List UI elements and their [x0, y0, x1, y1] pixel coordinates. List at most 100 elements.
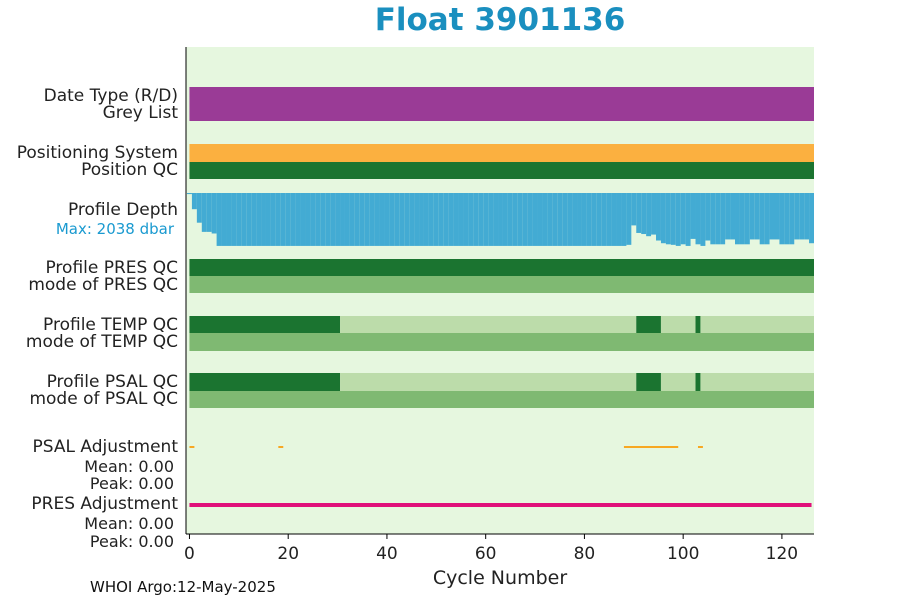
heatmap-cell — [189, 87, 814, 104]
depth-bar — [606, 193, 612, 246]
depth-bar — [488, 193, 494, 246]
depth-bar — [206, 193, 212, 232]
depth-bar — [646, 193, 652, 237]
heatmap-cell — [700, 316, 814, 333]
depth-bar — [700, 193, 706, 246]
depth-bar — [270, 193, 276, 246]
depth-bar — [567, 193, 573, 246]
label-date-type: Date Type (R/D) — [43, 86, 178, 106]
depth-bar — [656, 193, 661, 241]
depth-bar — [285, 193, 291, 246]
depth-bar — [453, 193, 459, 246]
depth-bar — [804, 193, 810, 240]
depth-bar — [201, 193, 207, 232]
depth-bar — [443, 193, 449, 246]
label-grey-list: Grey List — [102, 103, 178, 123]
heatmap-cell — [189, 373, 341, 391]
heatmap-cell — [189, 316, 341, 333]
depth-bar — [414, 193, 420, 246]
depth-bar — [517, 193, 523, 246]
label-mode-psal-qc: mode of PSAL QC — [29, 389, 178, 409]
depth-bar — [354, 193, 360, 246]
depth-bar — [325, 193, 331, 246]
depth-bar — [473, 193, 479, 246]
depth-bar — [547, 193, 553, 246]
depth-bar — [340, 193, 345, 246]
heatmap-cell — [189, 104, 814, 121]
depth-bar — [310, 193, 316, 246]
x-tick-label: 20 — [277, 544, 299, 564]
depth-bar — [680, 193, 686, 245]
depth-bar — [730, 193, 736, 240]
x-tick-label: 60 — [475, 544, 497, 564]
depth-bar — [557, 193, 563, 246]
depth-bar — [715, 193, 721, 245]
label-pres-mean: Mean: 0.00 — [84, 514, 174, 533]
depth-bar — [330, 193, 336, 246]
depth-bar — [458, 193, 464, 246]
depth-bar — [211, 193, 217, 234]
depth-bar — [483, 193, 489, 246]
depth-bar — [695, 193, 701, 245]
depth-bar — [562, 193, 568, 246]
label-positioning-system: Positioning System — [16, 143, 178, 163]
depth-bar — [512, 193, 518, 246]
label-profile-psal-qc: Profile PSAL QC — [46, 372, 178, 392]
heatmap-cell — [636, 373, 661, 391]
depth-bar — [591, 193, 597, 246]
depth-bar — [256, 193, 262, 246]
heatmap-cell — [189, 144, 814, 162]
depth-bar — [419, 193, 424, 246]
label-pres-adjustment: PRES Adjustment — [31, 494, 178, 514]
depth-bar — [522, 193, 528, 246]
depth-bar — [216, 193, 222, 246]
depth-bar — [221, 193, 227, 246]
depth-bar — [394, 193, 400, 246]
depth-bar — [537, 193, 543, 246]
depth-bar — [433, 193, 439, 246]
label-mode-temp-qc: mode of TEMP QC — [25, 332, 178, 352]
depth-bar — [631, 193, 637, 226]
heatmap-cell — [189, 276, 814, 293]
depth-bar — [527, 193, 533, 246]
depth-bar — [305, 193, 311, 246]
depth-bar — [685, 193, 691, 246]
depth-bar — [725, 193, 731, 240]
depth-bar — [404, 193, 410, 246]
label-position-qc: Position QC — [81, 160, 178, 180]
depth-bar — [705, 193, 711, 241]
depth-bar — [502, 193, 508, 246]
depth-bar — [794, 193, 800, 240]
depth-bar — [739, 193, 745, 245]
depth-bar — [754, 193, 760, 240]
depth-bar — [675, 193, 681, 246]
depth-bar — [532, 193, 538, 246]
label-psal-peak: Peak: 0.00 — [89, 474, 174, 493]
x-tick-label: 120 — [766, 544, 798, 564]
depth-bar — [374, 193, 380, 246]
depth-bar — [621, 193, 627, 246]
depth-bar — [320, 193, 326, 246]
depth-bar — [809, 193, 814, 244]
depth-bar — [552, 193, 558, 246]
heatmap-cell — [660, 316, 696, 333]
depth-bar — [468, 193, 474, 246]
depth-bar — [586, 193, 592, 246]
depth-bar — [295, 193, 301, 246]
depth-bar — [779, 193, 785, 245]
depth-bar — [789, 193, 795, 245]
label-mode-pres-qc: mode of PRES QC — [28, 275, 178, 295]
label-profile-temp-qc: Profile TEMP QC — [43, 315, 178, 335]
depth-bar — [251, 193, 257, 246]
x-tick-label: 100 — [667, 544, 699, 564]
depth-bar — [596, 193, 602, 246]
depth-bar — [186, 193, 192, 195]
depth-bar — [463, 193, 469, 246]
x-tick-label: 80 — [574, 544, 596, 564]
depth-bar — [423, 193, 429, 246]
depth-bar — [241, 193, 247, 246]
label-psal-adjustment: PSAL Adjustment — [32, 437, 178, 457]
depth-bar — [611, 193, 617, 246]
depth-bar — [572, 193, 578, 246]
